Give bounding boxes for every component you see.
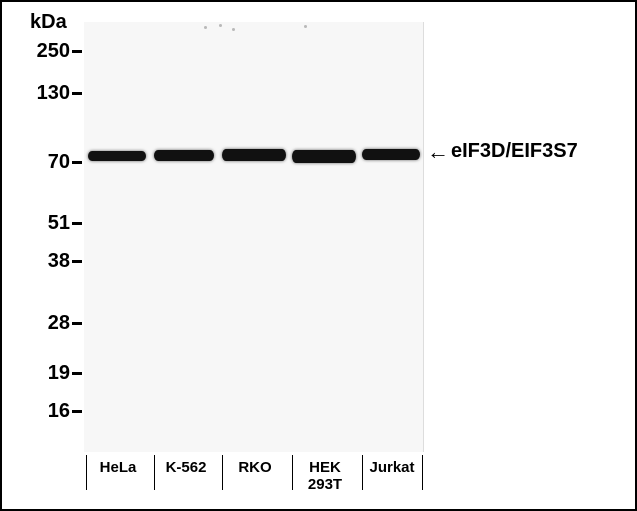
arrow-left-icon: ← bbox=[427, 141, 449, 163]
mw-marker: 38 bbox=[24, 250, 82, 273]
blot-membrane-area bbox=[84, 22, 424, 452]
lane-divider bbox=[222, 455, 223, 490]
lane-divider bbox=[154, 455, 155, 490]
mw-marker: 130 bbox=[24, 82, 82, 105]
lane-label: K-562 bbox=[156, 460, 216, 477]
lane-divider bbox=[292, 455, 293, 490]
mw-marker: 28 bbox=[24, 312, 82, 335]
lane-divider bbox=[422, 455, 423, 490]
mw-marker: 16 bbox=[24, 400, 82, 423]
band-annotation: ← eIF3D/EIF3S7 bbox=[427, 140, 578, 163]
lane-label: Jurkat bbox=[364, 460, 420, 477]
band-lane-3 bbox=[292, 150, 356, 163]
lane-divider bbox=[86, 455, 87, 490]
western-blot-figure: kDa ← eIF3D/EIF3S7 250 130 70 51 38 28 19 16 HeL… bbox=[0, 0, 637, 511]
band-lane-2 bbox=[222, 149, 286, 161]
lane-label: HeLa bbox=[88, 460, 148, 477]
noise-dot bbox=[304, 25, 307, 28]
noise-dot bbox=[204, 26, 207, 29]
lane-label: HEK293T bbox=[294, 460, 356, 493]
noise-dot bbox=[232, 28, 235, 31]
noise-dot bbox=[219, 24, 222, 27]
mw-marker: 19 bbox=[24, 362, 82, 385]
mw-marker: 250 bbox=[24, 40, 82, 63]
band-lane-0 bbox=[88, 151, 146, 161]
band-lane-1 bbox=[154, 150, 214, 161]
lane-label: RKO bbox=[224, 460, 286, 477]
y-axis-unit-label: kDa bbox=[30, 11, 67, 34]
lane-divider bbox=[362, 455, 363, 490]
mw-marker: 51 bbox=[24, 212, 82, 235]
mw-marker: 70 bbox=[24, 151, 82, 174]
band-annotation-text: eIF3D/EIF3S7 bbox=[451, 140, 578, 163]
band-lane-4 bbox=[362, 149, 420, 160]
band-row-eif3d bbox=[84, 148, 423, 159]
